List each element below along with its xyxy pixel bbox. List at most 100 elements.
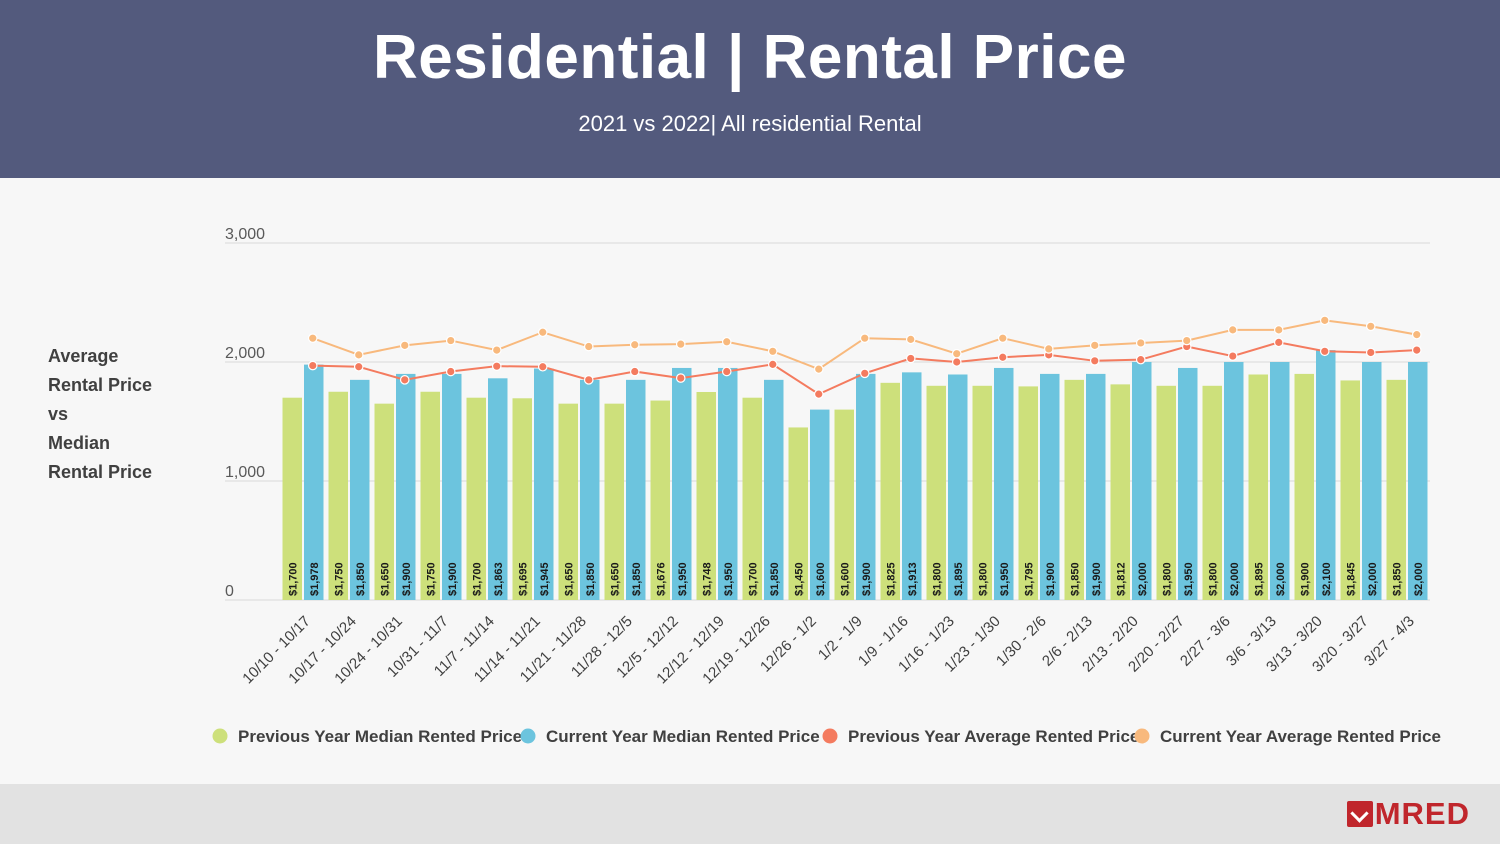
line-point [1227,351,1238,361]
bar [902,372,922,600]
bar-data-label: $2,000 [1367,562,1379,596]
bar [948,374,968,600]
bar-data-label: $1,748 [701,562,713,596]
bar-data-label: $2,000 [1413,562,1425,596]
line-point [1365,347,1376,358]
bar-data-label: $2,000 [1229,562,1241,596]
bar-data-label: $1,800 [1207,562,1219,596]
bar-data-label: $1,450 [793,562,805,596]
line-point [353,361,364,372]
bar [1202,385,1222,600]
line-point [537,361,548,372]
legend-entry: Current Year Median Rented Price [546,727,820,746]
bar [810,409,830,600]
line-point [399,375,410,385]
bar [534,368,554,600]
footer-bar: MRED [0,784,1500,844]
line-point [675,373,686,383]
legend-entry: Previous Year Average Rented Price [848,727,1139,746]
bar [1156,385,1176,600]
line-point [583,375,594,385]
bar-data-label: $1,825 [885,562,897,596]
line-point [1319,315,1330,326]
bar-data-label: $1,850 [769,562,781,596]
bar [926,385,946,600]
bar [1178,367,1198,600]
bar-data-label: $1,913 [907,562,919,596]
bar-data-label: $1,863 [493,562,505,596]
bar [972,385,992,600]
bar [350,379,370,600]
line-point [1411,345,1422,355]
bar-data-label: $1,650 [563,562,575,596]
legend-marker [212,728,228,744]
line-point [583,341,594,352]
bar-data-label: $1,900 [401,562,413,596]
line-point [905,353,916,364]
bar-data-label: $1,850 [355,562,367,596]
bar-data-label: $1,695 [517,562,529,596]
bar-data-label: $1,845 [1345,562,1357,596]
line-point [951,348,962,359]
bar [626,379,646,600]
bar [1408,362,1428,600]
y-tick-label: 2,000 [225,345,265,362]
line-point [767,359,778,370]
line-point [1135,354,1146,365]
bar-data-label: $1,795 [1023,562,1035,596]
line-point [951,357,962,367]
bar-data-label: $1,900 [1045,562,1057,596]
bar [1132,362,1152,600]
bar-data-label: $1,650 [379,562,391,596]
bar-data-label: $1,850 [1069,562,1081,596]
y-axis-description-line: Average [48,346,119,366]
line-point [675,339,686,349]
line-point [629,339,640,350]
line-point [1135,338,1146,348]
y-tick-label: 0 [225,583,234,600]
mred-logo: MRED [1346,796,1470,831]
bar [374,403,394,600]
bar [1294,373,1314,600]
line-point [629,366,640,377]
bar-data-label: $1,600 [815,562,827,596]
line-point [537,327,548,338]
bar [742,397,762,600]
legend-marker [520,728,536,744]
line-point [859,333,870,343]
y-tick-label: 3,000 [225,226,265,243]
bar-data-label: $1,676 [655,562,667,596]
bar [788,427,808,600]
line-point [307,360,318,371]
bar-data-label: $1,850 [631,562,643,596]
bar [1040,373,1060,600]
line-point [1319,346,1330,357]
bar-data-label: $1,900 [861,562,873,596]
line-point [1411,329,1422,340]
x-category-label: 3/27 - 4/3 [1361,613,1418,670]
bar-data-label: $1,950 [723,562,735,596]
bar [558,403,578,600]
line-point [767,346,778,357]
mred-logo-icon [1346,801,1373,827]
page-subtitle: 2021 vs 2022| All residential Rental [578,111,922,136]
bar [304,364,324,600]
bar-data-label: $1,850 [585,562,597,596]
bar [328,391,348,600]
y-axis-description-line: Rental Price [48,375,153,395]
mred-logo-text: MRED [1374,796,1470,831]
line-point [1043,344,1054,354]
y-tick-label: 1,000 [225,464,265,481]
bar [880,382,900,600]
bar-data-label: $1,600 [839,562,851,596]
bar-data-label: $1,700 [747,562,759,596]
bar [764,379,784,600]
bar-data-label: $2,100 [1321,562,1333,596]
bar-data-label: $1,945 [539,562,551,596]
bar-data-label: $1,800 [931,562,943,596]
bar [512,398,532,600]
bar-data-label: $1,950 [677,562,689,596]
line-point [721,366,732,377]
bar-data-label: $1,800 [1161,562,1173,596]
bar-data-label: $1,650 [609,562,621,596]
